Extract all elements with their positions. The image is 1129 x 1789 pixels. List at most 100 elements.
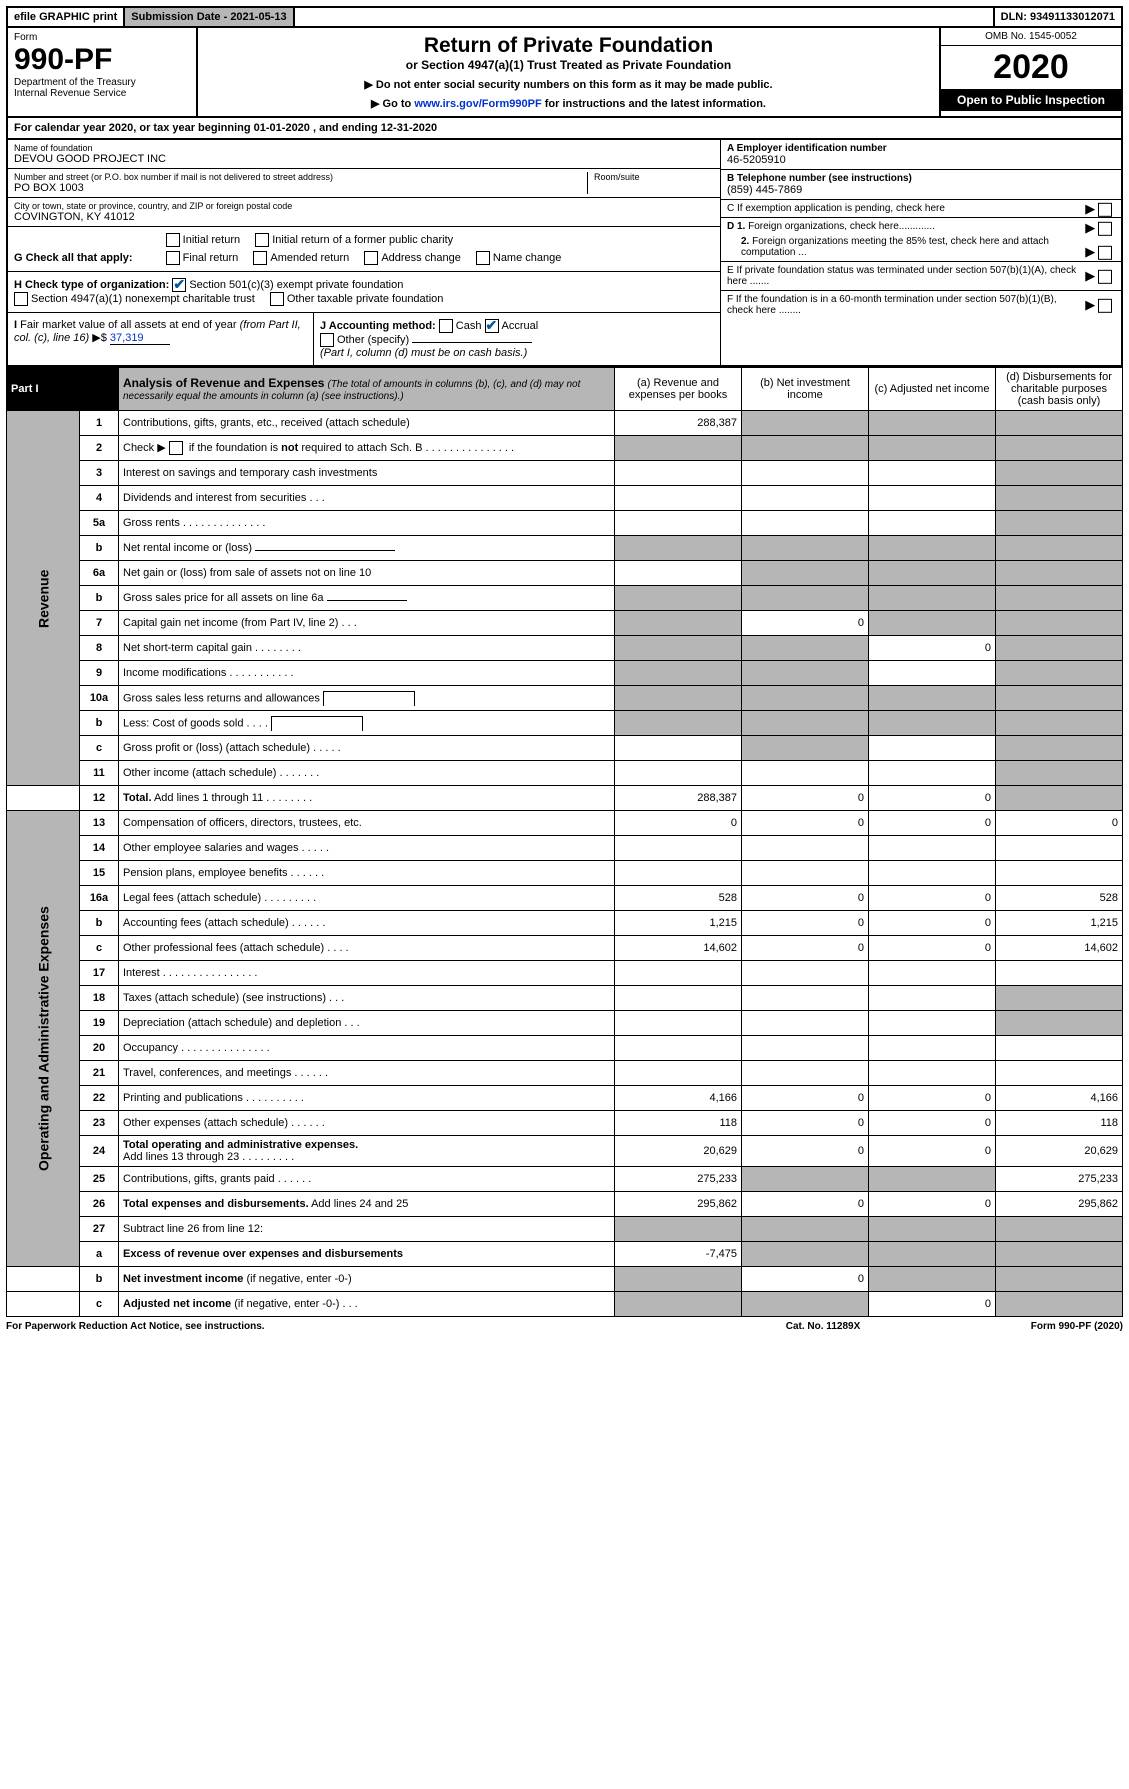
line-12: 12Total. Add lines 1 through 11 . . . . …	[7, 786, 1123, 811]
room-label: Room/suite	[594, 172, 714, 182]
foundation-info-grid: Name of foundation DEVOU GOOD PROJECT IN…	[6, 140, 1123, 367]
form-ref: Form 990-PF (2020)	[923, 1321, 1123, 1332]
line-7: 7Capital gain net income (from Part IV, …	[7, 611, 1123, 636]
initial-return-checkbox[interactable]	[166, 233, 180, 247]
info-right-column: A Employer identification number 46-5205…	[720, 140, 1121, 365]
part1-label: Part I	[7, 368, 119, 411]
initial-former-checkbox[interactable]	[255, 233, 269, 247]
line-14: 14Other employee salaries and wages . . …	[7, 836, 1123, 861]
form-label: Form	[14, 32, 190, 43]
col-b-header: (b) Net investment income	[742, 368, 869, 411]
line-10c: cGross profit or (loss) (attach schedule…	[7, 736, 1123, 761]
inspection-label: Open to Public Inspection	[941, 89, 1121, 111]
expenses-section-label: Operating and Administrative Expenses	[7, 811, 80, 1267]
d2-checkbox[interactable]	[1098, 246, 1112, 260]
line-18: 18Taxes (attach schedule) (see instructi…	[7, 986, 1123, 1011]
form-header: Form 990-PF Department of the TreasuryIn…	[6, 28, 1123, 118]
d1-checkbox[interactable]	[1098, 222, 1112, 236]
phone-label: B Telephone number (see instructions)	[727, 173, 1115, 184]
g-label: G Check all that apply:	[14, 252, 133, 264]
address-cell: Number and street (or P.O. box number if…	[8, 169, 720, 198]
line-10b: bLess: Cost of goods sold . . . .	[7, 711, 1123, 736]
d-cell: D 1. Foreign organizations, check here..…	[721, 218, 1121, 262]
h-check-row: H Check type of organization: Section 50…	[8, 272, 720, 313]
form-subtitle: or Section 4947(a)(1) Trust Treated as P…	[204, 58, 933, 72]
c-checkbox[interactable]	[1098, 203, 1112, 217]
notice-1: ▶ Do not enter social security numbers o…	[204, 78, 933, 91]
foundation-name-cell: Name of foundation DEVOU GOOD PROJECT IN…	[8, 140, 720, 169]
address-value: PO BOX 1003	[14, 182, 587, 194]
city-cell: City or town, state or province, country…	[8, 198, 720, 227]
e-label: E If private foundation status was termi…	[727, 265, 1076, 287]
header-left: Form 990-PF Department of the TreasuryIn…	[8, 28, 198, 116]
omb-number: OMB No. 1545-0052	[941, 28, 1121, 46]
line-19: 19Depreciation (attach schedule) and dep…	[7, 1011, 1123, 1036]
e-cell: E If private foundation status was termi…	[721, 262, 1121, 291]
line-27b: bNet investment income (if negative, ent…	[7, 1267, 1123, 1292]
form-number: 990-PF	[14, 43, 190, 77]
address-change-checkbox[interactable]	[364, 251, 378, 265]
line-20: 20Occupancy . . . . . . . . . . . . . . …	[7, 1036, 1123, 1061]
amended-return-checkbox[interactable]	[253, 251, 267, 265]
phone-cell: B Telephone number (see instructions) (8…	[721, 170, 1121, 200]
top-bar: efile GRAPHIC print Submission Date - 20…	[6, 6, 1123, 28]
revenue-section-label: Revenue	[7, 411, 80, 786]
form-title: Return of Private Foundation	[204, 34, 933, 58]
col-a-header: (a) Revenue and expenses per books	[615, 368, 742, 411]
f-label: F If the foundation is in a 60-month ter…	[727, 294, 1057, 316]
city-value: COVINGTON, KY 41012	[14, 211, 714, 223]
col-d-header: (d) Disbursements for charitable purpose…	[996, 368, 1123, 411]
line-27: 27Subtract line 26 from line 12:	[7, 1217, 1123, 1242]
line-5b: bNet rental income or (loss)	[7, 536, 1123, 561]
line-25: 25Contributions, gifts, grants paid . . …	[7, 1167, 1123, 1192]
address-label: Number and street (or P.O. box number if…	[14, 172, 587, 182]
efile-print-label: efile GRAPHIC print	[8, 8, 125, 26]
dln-label: DLN: 93491133012071	[993, 8, 1121, 26]
j-label: J Accounting method:	[320, 320, 436, 332]
final-return-checkbox[interactable]	[166, 251, 180, 265]
col-c-header: (c) Adjusted net income	[869, 368, 996, 411]
cash-checkbox[interactable]	[439, 319, 453, 333]
schb-checkbox[interactable]	[169, 441, 183, 455]
4947-checkbox[interactable]	[14, 292, 28, 306]
line-10a: 10aGross sales less returns and allowanc…	[7, 686, 1123, 711]
city-label: City or town, state or province, country…	[14, 201, 714, 211]
dept-label: Department of the TreasuryInternal Reven…	[14, 77, 190, 99]
f-checkbox[interactable]	[1098, 299, 1112, 313]
other-taxable-checkbox[interactable]	[270, 292, 284, 306]
line-1: Revenue 1 Contributions, gifts, grants, …	[7, 411, 1123, 436]
line-8: 8Net short-term capital gain . . . . . .…	[7, 636, 1123, 661]
accrual-checkbox[interactable]	[485, 319, 499, 333]
line-27c: cAdjusted net income (if negative, enter…	[7, 1292, 1123, 1317]
line-11: 11Other income (attach schedule) . . . .…	[7, 761, 1123, 786]
line-4: 4Dividends and interest from securities …	[7, 486, 1123, 511]
501c3-checkbox[interactable]	[172, 278, 186, 292]
line-26: 26Total expenses and disbursements. Add …	[7, 1192, 1123, 1217]
line-9: 9Income modifications . . . . . . . . . …	[7, 661, 1123, 686]
name-change-checkbox[interactable]	[476, 251, 490, 265]
fmv-value: 37,319	[110, 332, 170, 345]
i-j-row: I Fair market value of all assets at end…	[8, 313, 720, 365]
c-label: C If exemption application is pending, c…	[727, 203, 945, 214]
notice-2: ▶ Go to www.irs.gov/Form990PF for instru…	[204, 97, 933, 110]
line-17: 17Interest . . . . . . . . . . . . . . .…	[7, 961, 1123, 986]
tax-year: 2020	[941, 46, 1121, 89]
header-center: Return of Private Foundation or Section …	[198, 28, 939, 116]
foundation-name: DEVOU GOOD PROJECT INC	[14, 153, 714, 165]
e-checkbox[interactable]	[1098, 270, 1112, 284]
header-right: OMB No. 1545-0052 2020 Open to Public In…	[939, 28, 1121, 116]
page-footer: For Paperwork Reduction Act Notice, see …	[6, 1317, 1123, 1336]
line-5a: 5aGross rents . . . . . . . . . . . . . …	[7, 511, 1123, 536]
line-16c: cOther professional fees (attach schedul…	[7, 936, 1123, 961]
cat-number: Cat. No. 11289X	[723, 1321, 923, 1332]
line-23: 23Other expenses (attach schedule) . . .…	[7, 1111, 1123, 1136]
info-left-column: Name of foundation DEVOU GOOD PROJECT IN…	[8, 140, 720, 365]
other-method-checkbox[interactable]	[320, 333, 334, 347]
part1-title-cell: Analysis of Revenue and Expenses (The to…	[119, 368, 615, 411]
line-27a: aExcess of revenue over expenses and dis…	[7, 1242, 1123, 1267]
phone-value: (859) 445-7869	[727, 184, 1115, 196]
line-13: Operating and Administrative Expenses 13…	[7, 811, 1123, 836]
f-cell: F If the foundation is in a 60-month ter…	[721, 291, 1121, 319]
line-15: 15Pension plans, employee benefits . . .…	[7, 861, 1123, 886]
irs-link[interactable]: www.irs.gov/Form990PF	[414, 98, 541, 110]
